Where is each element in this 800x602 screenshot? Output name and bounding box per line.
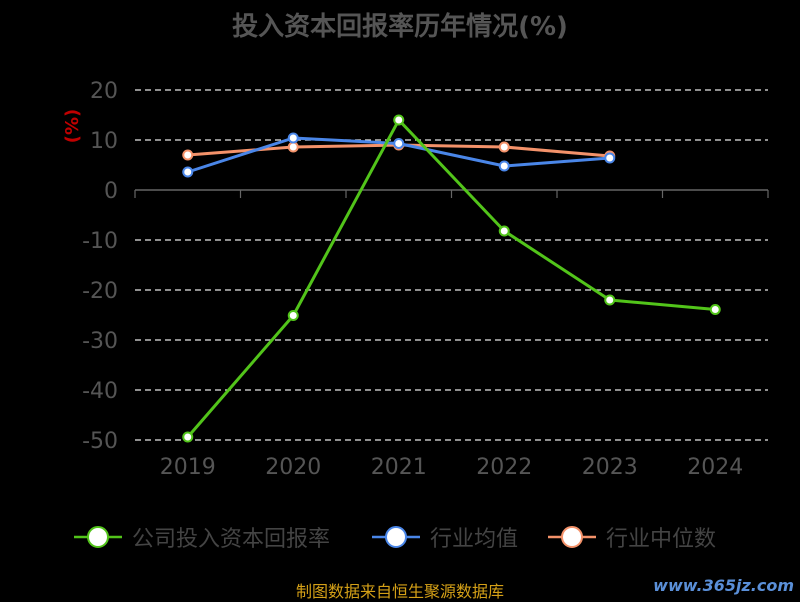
legend-marker-industry-avg — [372, 526, 420, 548]
data-point-0 — [393, 114, 405, 126]
y-tick-label: -50 — [82, 429, 118, 454]
data-point-1 — [287, 132, 299, 144]
watermark: www.365jz.com — [653, 576, 794, 595]
gridlines — [135, 89, 768, 441]
y-tick-label: 20 — [90, 79, 118, 104]
data-point-1 — [498, 160, 510, 172]
x-tick-label: 2021 — [371, 455, 427, 480]
legend-label-company: 公司投入资本回报率 — [132, 527, 331, 552]
series-line-0 — [186, 118, 716, 438]
data-point-0 — [498, 225, 510, 237]
y-tick-label: -40 — [82, 379, 118, 404]
x-tick-label: 2020 — [265, 455, 321, 480]
y-tick-label: 10 — [90, 129, 118, 154]
legend-marker-industry-median — [548, 526, 596, 548]
x-tick-label: 2022 — [476, 455, 532, 480]
data-point-1 — [604, 152, 616, 164]
data-point-2 — [182, 149, 194, 161]
source-note: 制图数据来自恒生聚源数据库 — [295, 582, 504, 601]
legend: 公司投入资本回报率 行业均值 行业中位数 — [0, 520, 800, 554]
y-tick-label: -30 — [82, 329, 118, 354]
y-tick-label: -20 — [82, 279, 118, 304]
y-tick-label: 0 — [104, 179, 118, 204]
legend-label-industry-avg: 行业均值 — [430, 527, 519, 552]
data-point-0 — [604, 294, 616, 306]
x-tick-label: 2024 — [687, 455, 743, 480]
y-tick-label: -10 — [82, 229, 118, 254]
legend-label-industry-median: 行业中位数 — [606, 527, 717, 552]
y-axis-label: (%) — [62, 109, 83, 144]
legend-item-industry-avg[interactable]: 行业均值 — [370, 520, 518, 554]
data-point-1 — [182, 166, 194, 178]
legend-item-industry-median[interactable]: 行业中位数 — [546, 520, 716, 554]
data-point-0 — [287, 310, 299, 321]
data-point-0 — [182, 431, 194, 443]
legend-item-company[interactable]: 公司投入资本回报率 — [72, 520, 330, 554]
x-tick-label: 2019 — [160, 455, 216, 480]
axes: 20 10 0 -10 -20 -30 -40 -50 2019 2020 2021 2022 2023… — [62, 79, 769, 480]
data-point-1 — [393, 138, 405, 149]
data-point-0 — [709, 304, 721, 315]
data-point-2 — [498, 141, 510, 153]
x-tick-label: 2023 — [582, 455, 638, 480]
chart-title: 投入资本回报率历年情况(%) — [232, 12, 568, 42]
legend-marker-company — [74, 526, 122, 548]
data-point-2 — [287, 141, 299, 153]
series-layer — [182, 114, 721, 443]
